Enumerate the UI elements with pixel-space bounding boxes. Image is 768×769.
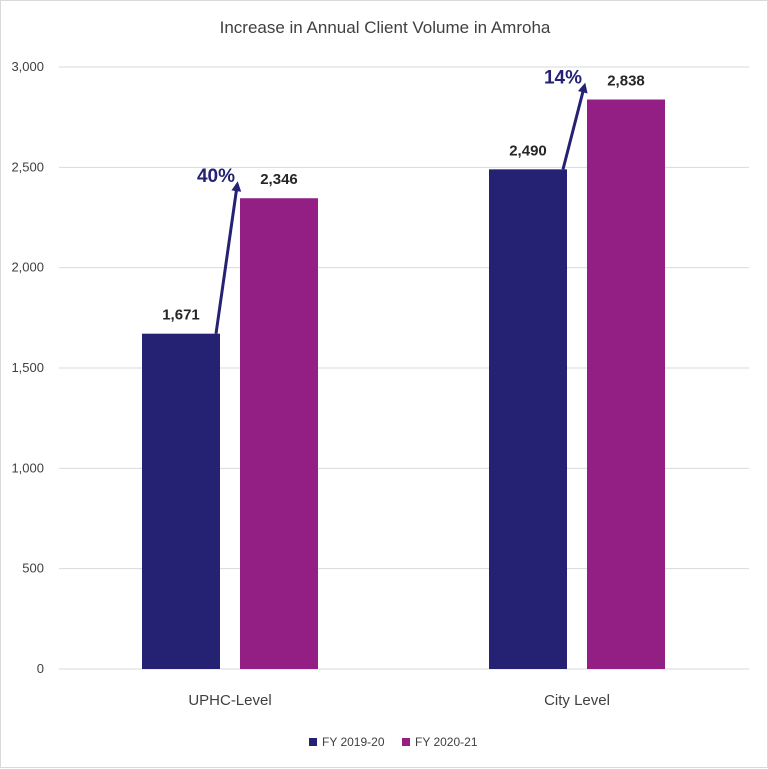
x-category-label: UPHC-Level bbox=[188, 692, 271, 709]
data-label: 2,838 bbox=[607, 73, 645, 90]
bar bbox=[587, 99, 665, 670]
y-tick-label: 1,500 bbox=[11, 360, 44, 375]
data-label: 2,346 bbox=[260, 171, 298, 188]
legend-swatch bbox=[309, 738, 317, 746]
data-labels: 1,671 2,490 2,346 2,838 bbox=[162, 73, 645, 324]
bar bbox=[240, 198, 318, 669]
bar bbox=[489, 169, 567, 669]
data-label: 2,490 bbox=[509, 142, 547, 159]
y-tick-label: 2,000 bbox=[11, 260, 44, 275]
x-category-label: City Level bbox=[544, 692, 610, 709]
legend-label: FY 2020-21 bbox=[415, 735, 478, 749]
data-label: 1,671 bbox=[162, 307, 200, 324]
growth-percent-label: 40% bbox=[197, 166, 235, 187]
annotations: 40% 14% bbox=[197, 68, 588, 334]
y-tick-label: 500 bbox=[22, 561, 44, 576]
y-tick-label: 3,000 bbox=[11, 59, 44, 74]
y-axis: 0 500 1,000 1,500 2,000 2,500 3,000 bbox=[11, 59, 44, 676]
y-tick-label: 1,000 bbox=[11, 460, 44, 475]
bar bbox=[142, 333, 220, 669]
legend-swatch bbox=[402, 738, 410, 746]
legend-label: FY 2019-20 bbox=[322, 735, 385, 749]
growth-arrow bbox=[561, 82, 588, 170]
y-tick-label: 2,500 bbox=[11, 159, 44, 174]
x-axis: UPHC-Level City Level bbox=[188, 692, 610, 709]
legend: FY 2019-20 FY 2020-21 bbox=[309, 735, 478, 749]
chart-title: Increase in Annual Client Volume in Amro… bbox=[220, 18, 551, 37]
bars bbox=[142, 99, 665, 670]
growth-percent-label: 14% bbox=[544, 68, 582, 89]
growth-arrow bbox=[214, 181, 242, 334]
y-tick-label: 0 bbox=[37, 661, 44, 676]
